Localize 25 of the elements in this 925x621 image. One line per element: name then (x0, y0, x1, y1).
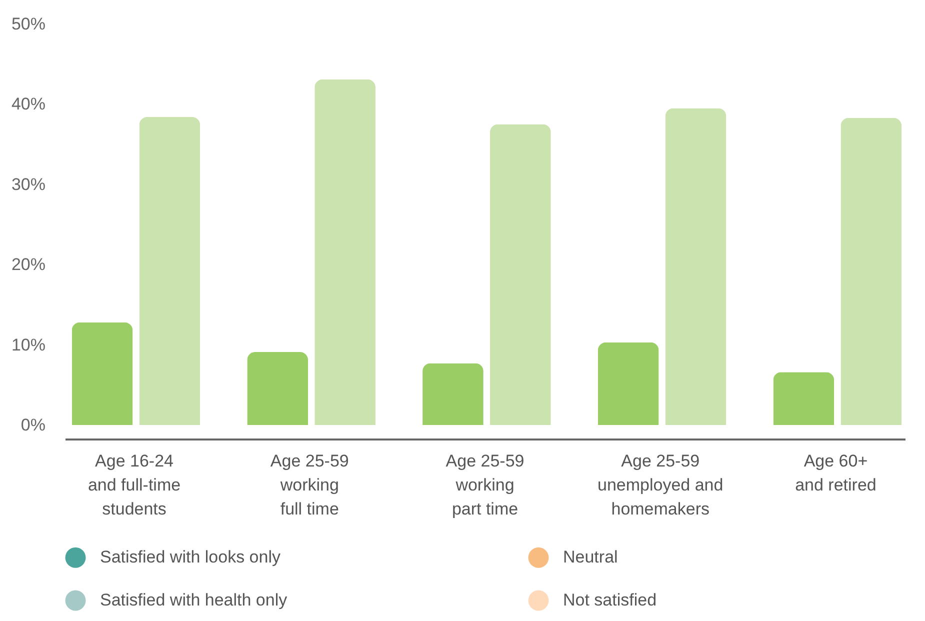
bar (840, 118, 902, 425)
y-tick-label: 30% (11, 174, 46, 194)
bar (72, 322, 133, 425)
bar (314, 79, 376, 425)
x-tick-label: Age 16-24 and full-time students (88, 452, 181, 518)
bar (665, 108, 726, 425)
legend-label: Satisfied with looks only (100, 548, 281, 567)
x-tick-label: Age 60+ and retired (795, 452, 876, 494)
bar (139, 117, 200, 425)
y-tick-label: 50% (11, 14, 46, 34)
y-tick-label: 10% (11, 335, 46, 354)
y-tick-label: 0% (20, 416, 46, 434)
legend-label: Neutral (563, 548, 618, 567)
bar (773, 372, 834, 425)
bar (422, 363, 484, 425)
y-tick-label: 40% (11, 94, 46, 114)
x-tick-label: Age 25-59 working part time (446, 452, 524, 518)
bar (247, 352, 308, 425)
x-tick-label: Age 25-59 working full time (270, 452, 349, 518)
y-tick-label: 20% (11, 255, 46, 274)
legend-label: Satisfied with health only (100, 590, 288, 610)
legend-label: Not satisfied (563, 590, 657, 610)
bar (490, 124, 551, 425)
bar (598, 342, 659, 425)
x-tick-label: Age 25-59 unemployed and homemakers (598, 452, 724, 518)
